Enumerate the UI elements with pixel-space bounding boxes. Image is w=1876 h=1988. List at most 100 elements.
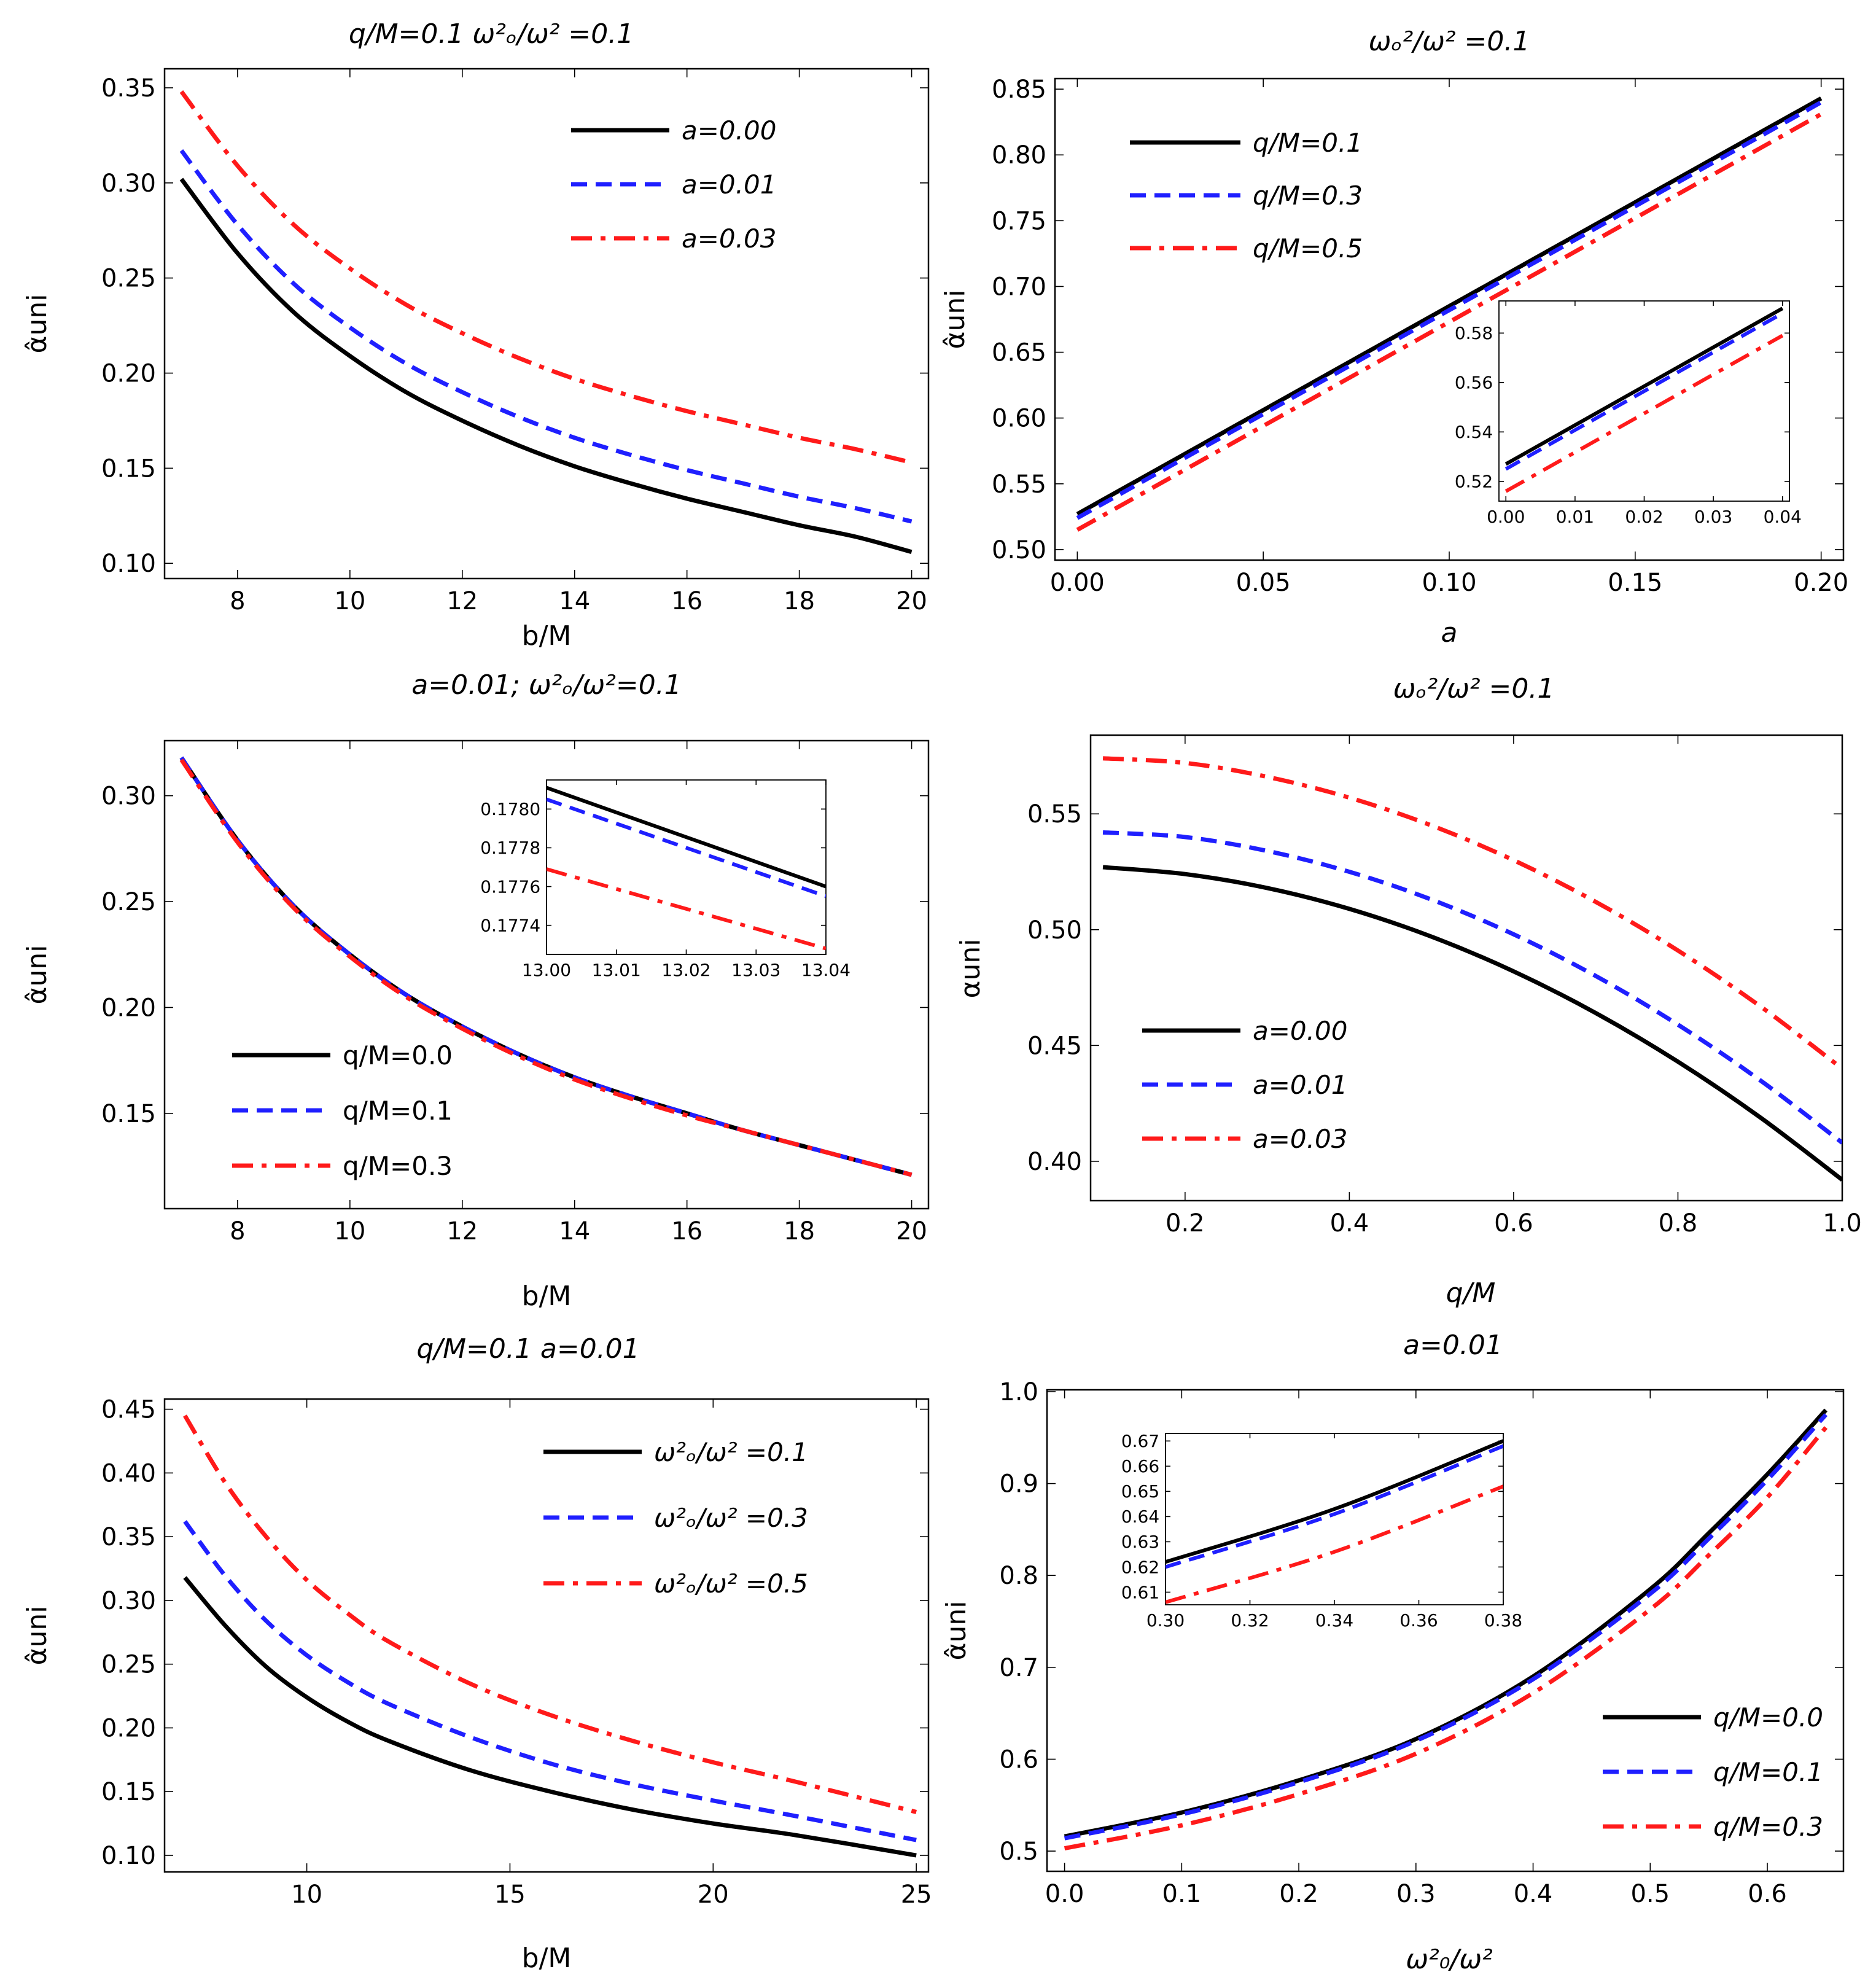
- axis-x-tick-label: 0.20: [1794, 569, 1848, 597]
- axis-y-tick-label: 0.30: [101, 170, 156, 198]
- axis-y-tick-label: 0.80: [992, 141, 1046, 170]
- inset-axis-y-tick-label: 0.64: [1121, 1507, 1159, 1527]
- inset-axis-y-tick-label: 0.52: [1455, 472, 1493, 492]
- series-line-2: [1076, 100, 1823, 520]
- axis-x-tick-label: 20: [698, 1881, 729, 1909]
- inset-series-line-1: [547, 785, 826, 889]
- inset-series-line-2: [1504, 311, 1784, 471]
- legend-label-3: ω²ₒ/ω² =0.5: [654, 1569, 808, 1599]
- legend-label-2: q/M=0.1: [1713, 1757, 1823, 1787]
- x-axis-label: b/M: [522, 1943, 572, 1974]
- inset-axis-y-tick-label: 0.1774: [480, 915, 540, 935]
- x-axis-label: ω²₀/ω²: [1406, 1944, 1492, 1975]
- legend-label-3: q/M=0.3: [343, 1151, 453, 1181]
- inset-axis-y-tick-label: 0.67: [1121, 1431, 1159, 1451]
- axis-x-tick-label: 0.4: [1514, 1880, 1553, 1908]
- axis-y-tick-label: 0.65: [992, 339, 1046, 367]
- axis-y-tick-label: 0.40: [1027, 1148, 1082, 1176]
- inset-series-line-1: [1166, 1439, 1503, 1564]
- panel-p5: 10 15 20 25 0.10 0.15 0.20 0.25 0.30 0.35 0.40 0.45…: [21, 1333, 932, 1974]
- axis-x-tick-label: 0.2: [1166, 1209, 1205, 1238]
- inset-axis-y-tick-label: 0.66: [1121, 1456, 1159, 1476]
- axis-y-tick-label: 0.70: [992, 273, 1046, 301]
- legend: q/M=0.1 q/M=0.3 q/M=0.5: [1130, 128, 1363, 263]
- series-line-3: [1102, 756, 1842, 1070]
- inset-series-line-3: [1166, 1484, 1503, 1604]
- axis-y-tick-label: 0.45: [1027, 1032, 1082, 1060]
- axis-x-tick-label: 0.5: [1630, 1880, 1670, 1908]
- axis-x-tick-label: 1.0: [1823, 1209, 1862, 1238]
- legend: ω²ₒ/ω² =0.1 ω²ₒ/ω² =0.3 ω²ₒ/ω² =0.5: [543, 1437, 808, 1599]
- axis-frame: [163, 1398, 930, 1873]
- legend-label-1: a=0.00: [682, 115, 776, 146]
- series-line-1: [1102, 865, 1842, 1182]
- axis-x-tick-label: 16: [671, 587, 703, 615]
- panel-p4: 0.2 0.4 0.6 0.8 1.0 0.40 0.45 0.50 0.55 ωₒ²/ω² =0…: [955, 673, 1862, 1309]
- axis-x-tick-label: 25: [901, 1881, 932, 1909]
- inset-series-line-3: [1504, 333, 1784, 493]
- panel-p1: 8 10 12 14 16 18 20 0.10 0.15 0.20 0.25 0.30 0.35 q/M…: [21, 18, 930, 652]
- axis-y-tick-label: 0.25: [101, 888, 156, 916]
- series-line-3: [1064, 1426, 1828, 1851]
- legend-label-1: ω²ₒ/ω² =0.1: [654, 1437, 808, 1467]
- axis-x-tick-label: 14: [559, 587, 590, 615]
- inset-axis-x-tick-label: 0.34: [1315, 1610, 1353, 1631]
- axis-frame: [1089, 734, 1843, 1202]
- series-group: [1064, 1408, 1828, 1851]
- y-axis-label: α̂uni: [21, 945, 53, 1004]
- axis-x-tick-label: 12: [446, 587, 478, 615]
- inset-axis-y-tick-label: 0.1778: [480, 838, 540, 858]
- inset-series-line-1: [1504, 306, 1784, 466]
- series-line-2: [179, 149, 913, 524]
- axis-x-tick-label: 0.6: [1494, 1209, 1533, 1238]
- axis-y-tick-label: 0.35: [101, 74, 156, 103]
- axis-y-tick-label: 0.7: [999, 1654, 1038, 1682]
- axis-y-tick-label: 0.20: [101, 360, 156, 388]
- axis-x-tick-label: 10: [334, 1217, 365, 1245]
- axis-y-tick-label: 0.35: [101, 1523, 156, 1551]
- inset-axis-y-tick-label: 0.62: [1121, 1557, 1159, 1577]
- series-line-3: [1076, 112, 1823, 532]
- legend-label-3: a=0.03: [682, 224, 776, 254]
- axis-y-tick-label: 0.15: [101, 1778, 156, 1806]
- inset-series-group: [547, 785, 826, 951]
- axis-x-tick-label: 8: [230, 1217, 245, 1245]
- x-axis-label: b/M: [522, 1281, 572, 1312]
- axis-x-tick-label: 0.00: [1050, 569, 1105, 597]
- axis-y-tick-label: 0.50: [1027, 916, 1082, 945]
- legend-label-3: q/M=0.3: [1713, 1812, 1823, 1842]
- axis-y-tick-label: 0.15: [101, 454, 156, 483]
- axis-x-tick-label: 0.15: [1608, 569, 1662, 597]
- axis-x-tick-label: 0.2: [1279, 1880, 1318, 1908]
- series-line-1: [1076, 96, 1823, 516]
- x-axis-label: q/M: [1446, 1277, 1496, 1309]
- chart-title: a=0.01; ω²ₒ/ω²=0.1: [411, 669, 681, 701]
- legend: q/M=0.0 q/M=0.1 q/M=0.3: [1603, 1702, 1823, 1842]
- axis-y-tick-label: 0.20: [101, 994, 156, 1022]
- inset-axis-y-tick-label: 0.1776: [480, 876, 540, 897]
- inset-series-group: [1504, 306, 1784, 493]
- inset-axis-x-tick-label: 13.03: [731, 960, 780, 980]
- axis-y-tick-label: 0.5: [999, 1838, 1038, 1866]
- axis-y-tick-label: 0.60: [992, 405, 1046, 433]
- inset-series-line-3: [547, 867, 826, 951]
- x-axis-label: b/M: [522, 620, 572, 652]
- axis-y-tick-label: 0.55: [1027, 800, 1082, 828]
- axis-y-tick-label: 0.25: [101, 1651, 156, 1679]
- inset-axis-y-tick-label: 0.63: [1121, 1532, 1159, 1552]
- axis-x-tick-label: 0.05: [1236, 569, 1291, 597]
- inset-axis-frame: [546, 779, 827, 955]
- axis-x-tick-label: 0.10: [1422, 569, 1476, 597]
- series-line-3: [183, 1414, 917, 1814]
- inset-axis-y-tick-label: 0.65: [1121, 1481, 1159, 1502]
- axis-frame: [163, 68, 930, 580]
- legend-label-3: a=0.03: [1253, 1124, 1347, 1154]
- legend-label-1: q/M=0.0: [1713, 1702, 1823, 1733]
- series-line-1: [183, 1576, 917, 1858]
- series-group: [179, 756, 913, 1177]
- axis-y-tick-label: 0.6: [999, 1745, 1038, 1774]
- inset-axis-x-tick-label: 0.02: [1625, 507, 1663, 527]
- legend-label-3: q/M=0.5: [1253, 233, 1363, 263]
- inset: 13.00 13.01 13.02 13.03 13.04 0.1774 0.1776 0.1…: [480, 779, 850, 980]
